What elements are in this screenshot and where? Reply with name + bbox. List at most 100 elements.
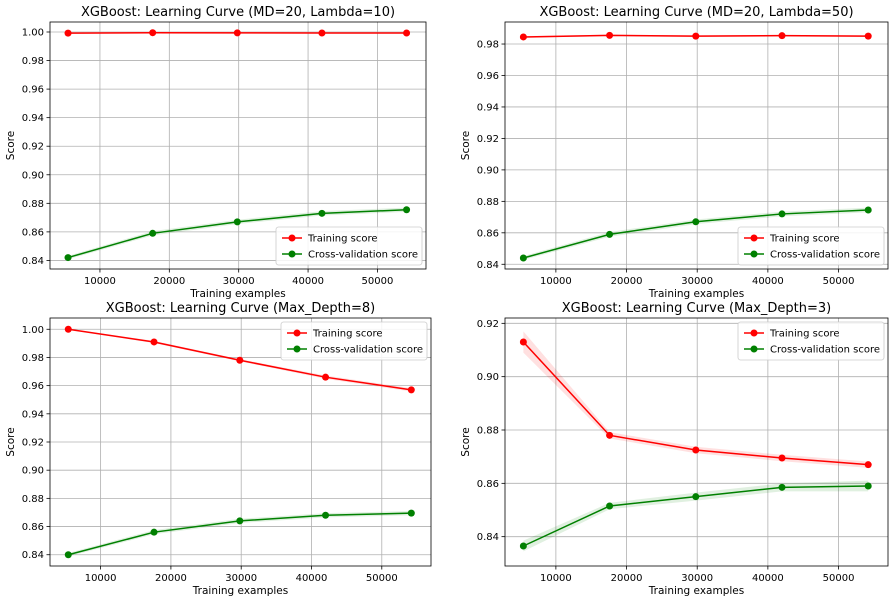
y-tick-label: 0.98 [477,40,499,51]
series-2-point [864,206,872,214]
legend: Training score Cross-validation score [275,226,423,266]
x-tick-label: 20000 [611,573,643,584]
x-tick-label: 40000 [296,573,328,584]
legend-swatch-marker [750,329,758,337]
x-tick-label: 30000 [681,573,713,584]
series-2-band [68,207,407,260]
series-1-point [407,386,415,394]
chart-panel-3: 10000 20000 30000 40000 50000 0.84 0.86 0.88 0.9… [5,301,432,597]
series-1-point [692,32,700,40]
legend: Training score Cross-validation score [737,226,885,266]
legend-swatch-marker [288,250,296,258]
x-axis-label: Training examples [192,585,288,597]
legend-entry: Cross-validation score [313,345,423,356]
plot-frame [49,21,427,270]
series-2-point [606,230,614,238]
legend-entry: Training score [307,234,378,245]
series-1-point [778,32,786,40]
y-tick-label: 0.88 [477,197,499,208]
y-axis-label: Score [5,131,17,160]
y-tick-label: 0.94 [477,102,499,113]
y-tick-label: 0.90 [477,165,499,176]
series-1-point [64,325,72,333]
x-tick-label: 20000 [611,276,643,287]
chart-title: XGBoost: Learning Curve (Max_Depth=8) [106,301,376,316]
y-tick-label: 0.84 [477,532,499,543]
x-tick-label: 30000 [223,276,255,287]
series-2-band [523,480,869,552]
y-axis-label: Score [460,427,472,456]
series-2-point [236,517,244,525]
series-1-point [322,373,330,381]
series-1-point [606,31,614,39]
series-2-point [64,551,72,559]
y-tick-label: 0.96 [22,85,44,96]
series-2-point [692,218,700,226]
x-tick-label: 40000 [752,573,784,584]
legend-swatch-marker [750,345,758,353]
series-1-point [606,431,614,439]
x-tick-label: 10000 [84,276,116,287]
series-2-point [64,254,72,262]
y-tick-label: 0.84 [22,256,44,267]
series-1-point [236,356,244,364]
x-axis-label: Training examples [189,288,285,300]
chart-title: XGBoost: Learning Curve (MD=20, Lambda=1… [81,5,395,20]
x-tick-label: 50000 [823,573,855,584]
series-2-point [692,493,700,501]
chart-title: XGBoost: Learning Curve (MD=20, Lambda=5… [539,5,853,20]
series-2-band [523,207,869,260]
x-tick-label: 20000 [155,573,187,584]
series-2-point [864,482,872,490]
legend-entry: Training score [312,329,383,340]
legend-entry: Cross-validation score [308,250,418,261]
series-1-point [519,33,527,41]
y-tick-label: 0.92 [477,319,499,330]
y-tick-label: 0.94 [22,409,44,420]
legend-swatch-marker [293,329,301,337]
y-tick-label: 0.84 [22,550,44,561]
legend-entry: Cross-validation score [770,345,880,356]
y-tick-label: 0.92 [477,134,499,145]
y-tick-label: 0.86 [22,522,44,533]
y-tick-label: 0.88 [22,494,44,505]
x-tick-label: 10000 [540,276,572,287]
series-2-point [778,483,786,491]
x-tick-label: 30000 [681,276,713,287]
y-tick-label: 0.86 [477,228,499,239]
x-tick-label: 20000 [153,276,185,287]
series-1-point [864,32,872,40]
y-tick-label: 0.92 [22,438,44,449]
x-tick-label: 50000 [823,276,855,287]
legend-entry: Training score [769,329,840,340]
y-tick-label: 0.90 [22,466,44,477]
y-tick-label: 0.84 [477,260,499,271]
x-tick-label: 50000 [366,573,398,584]
legend-box [275,226,423,266]
y-tick-label: 0.92 [22,142,44,153]
series-2-point [407,509,415,517]
x-tick-label: 10000 [540,573,572,584]
chart-title: XGBoost: Learning Curve (Max_Depth=3) [562,301,832,316]
y-tick-label: 0.94 [22,113,44,124]
y-tick-label: 1.00 [22,325,44,336]
x-tick-label: 50000 [362,276,394,287]
x-tick-label: 40000 [292,276,324,287]
legend-swatch-marker [750,250,758,258]
legend-swatch-marker [293,345,301,353]
series-2-point [403,206,411,214]
y-tick-label: 0.90 [22,170,44,181]
series-2-point [606,502,614,510]
series-1-point [233,29,241,37]
x-tick-label: 10000 [85,573,117,584]
legend: Training score Cross-validation score [280,321,428,361]
x-axis-label: Training examples [648,585,744,597]
series-1-point [778,454,786,462]
legend-box [737,321,885,361]
series-1-point [150,338,158,346]
series-1-point [403,29,411,37]
legend-swatch-marker [288,234,296,242]
legend-box [280,321,428,361]
y-tick-label: 0.96 [22,381,44,392]
